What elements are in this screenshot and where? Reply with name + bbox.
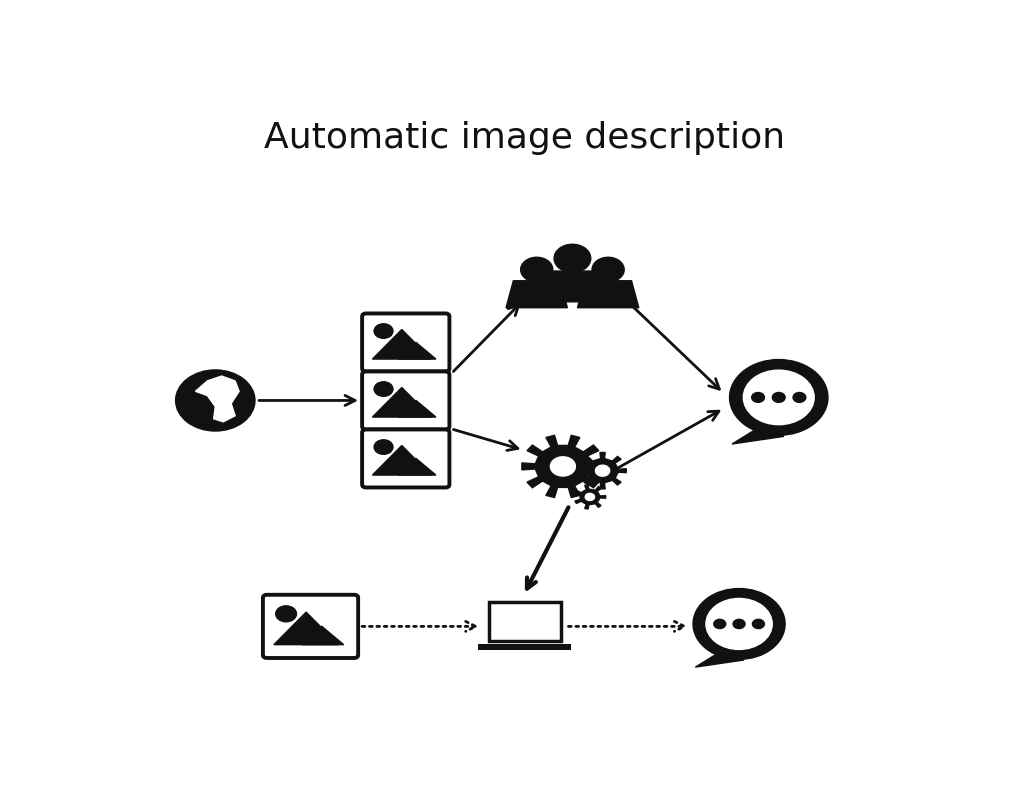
Polygon shape <box>397 343 436 359</box>
Polygon shape <box>538 271 607 302</box>
Polygon shape <box>397 458 436 475</box>
Polygon shape <box>506 281 567 308</box>
FancyBboxPatch shape <box>489 602 560 642</box>
Text: Automatic image description: Automatic image description <box>264 121 785 155</box>
Polygon shape <box>273 612 339 645</box>
Circle shape <box>729 359 828 435</box>
Polygon shape <box>695 646 743 667</box>
Circle shape <box>693 588 785 659</box>
Circle shape <box>374 381 393 396</box>
Circle shape <box>793 393 806 402</box>
Circle shape <box>743 370 814 425</box>
Circle shape <box>275 606 297 622</box>
Circle shape <box>374 324 393 339</box>
Polygon shape <box>373 446 431 475</box>
Circle shape <box>520 257 553 282</box>
FancyBboxPatch shape <box>263 595 358 658</box>
Circle shape <box>706 599 772 649</box>
Polygon shape <box>397 400 436 417</box>
FancyBboxPatch shape <box>478 644 571 650</box>
Polygon shape <box>196 376 240 422</box>
FancyBboxPatch shape <box>362 313 450 371</box>
Circle shape <box>176 370 255 431</box>
Circle shape <box>772 393 785 402</box>
Polygon shape <box>551 457 575 476</box>
Circle shape <box>374 440 393 454</box>
Circle shape <box>752 393 765 402</box>
Circle shape <box>592 257 625 282</box>
Polygon shape <box>574 485 605 509</box>
FancyBboxPatch shape <box>362 371 450 430</box>
Polygon shape <box>732 421 783 444</box>
Polygon shape <box>578 281 639 308</box>
Circle shape <box>753 619 764 629</box>
Polygon shape <box>373 329 431 359</box>
Polygon shape <box>579 453 627 489</box>
Circle shape <box>554 244 591 273</box>
FancyBboxPatch shape <box>362 430 450 488</box>
Circle shape <box>733 619 745 629</box>
Polygon shape <box>302 626 344 645</box>
Polygon shape <box>373 388 431 417</box>
Polygon shape <box>586 493 595 500</box>
Polygon shape <box>595 465 609 476</box>
Circle shape <box>714 619 726 629</box>
Polygon shape <box>522 435 604 497</box>
